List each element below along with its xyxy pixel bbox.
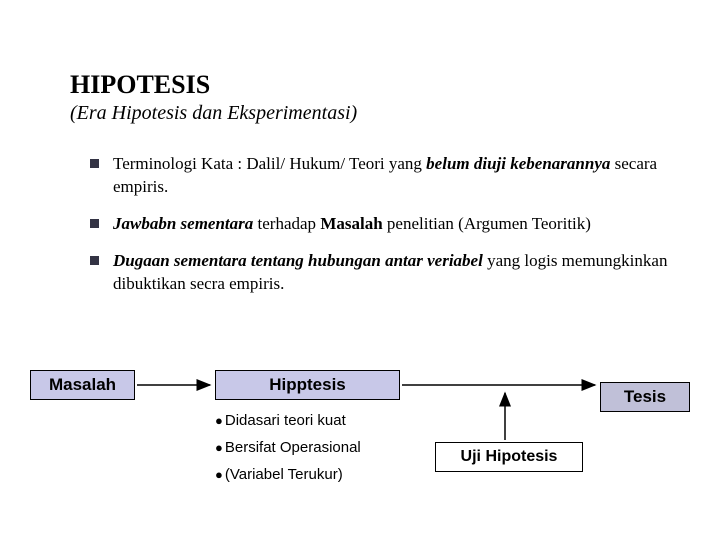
list-item: Dugaan sementara tentang hubungan antar … — [90, 250, 670, 296]
dot-bullet-icon: ● — [215, 467, 223, 482]
box-tesis: Tesis — [600, 382, 690, 412]
list-item: Jawbabn sementara terhadap Masalah penel… — [90, 213, 670, 236]
list-item: Terminologi Kata : Dalil/ Hukum/ Teori y… — [90, 153, 670, 199]
dot-bullet-icon: ● — [215, 440, 223, 455]
bullet-text: penelitian (Argumen Teoritik) — [383, 214, 591, 233]
bullet-text: terhadap — [253, 214, 320, 233]
list-item: ●(Variabel Terukur) — [215, 466, 361, 483]
square-bullet-icon — [90, 219, 99, 228]
list-item: ●Didasari teori kuat — [215, 412, 361, 429]
bullet-emph: Jawbabn sementara — [113, 214, 253, 233]
box-hipptesis: Hipptesis — [215, 370, 400, 400]
page-subtitle: (Era Hipotesis dan Eksperimentasi) — [70, 102, 670, 125]
bullet-list: Terminologi Kata : Dalil/ Hukum/ Teori y… — [90, 153, 670, 296]
square-bullet-icon — [90, 256, 99, 265]
square-bullet-icon — [90, 159, 99, 168]
list-item: ●Bersifat Operasional — [215, 439, 361, 456]
bullet-emph: belum diuji kebenarannya — [426, 154, 610, 173]
bullet-text: Terminologi Kata : Dalil/ Hukum/ Teori y… — [113, 154, 426, 173]
bullet-emph: Masalah — [320, 214, 382, 233]
dot-bullet-icon: ● — [215, 413, 223, 428]
sub-bullet-list: ●Didasari teori kuat ●Bersifat Operasion… — [215, 412, 361, 493]
box-masalah: Masalah — [30, 370, 135, 400]
box-uji-hipotesis: Uji Hipotesis — [435, 442, 583, 472]
bullet-emph: Dugaan sementara tentang hubungan antar … — [113, 251, 483, 270]
page-title: HIPOTESIS — [70, 70, 670, 100]
